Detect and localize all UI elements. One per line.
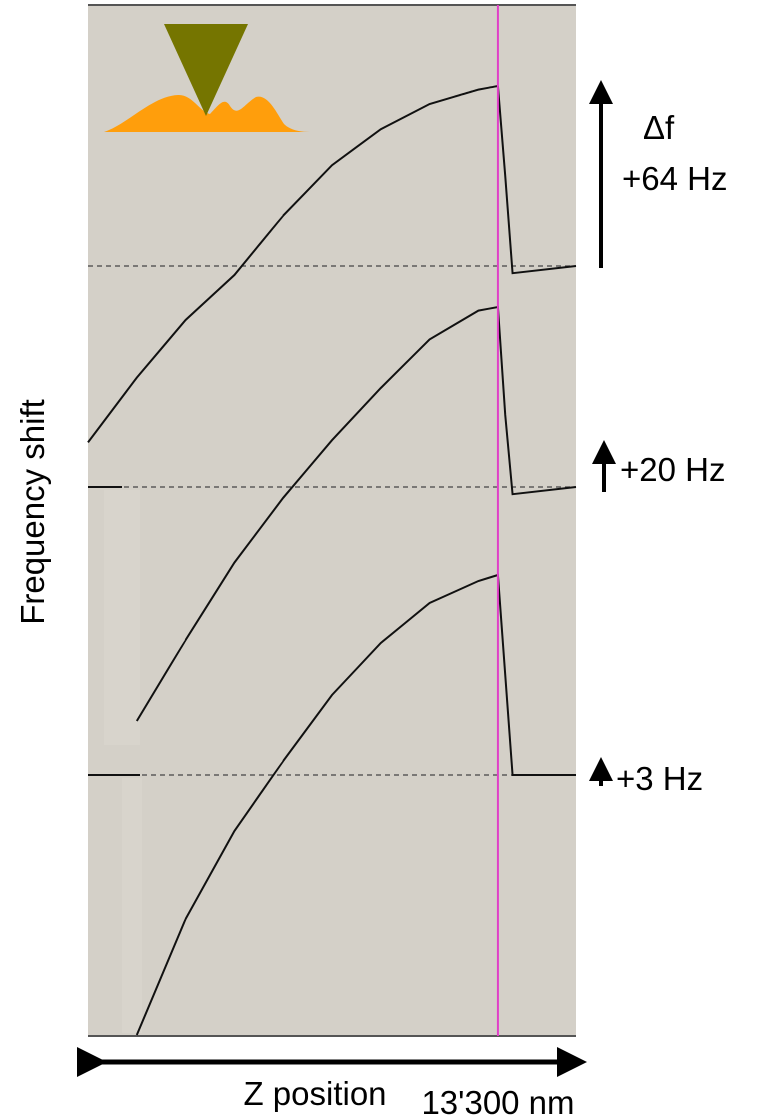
left-strip-low (122, 778, 142, 1033)
series-2-scale-label: +20 Hz (620, 451, 725, 488)
y-axis-label: Frequency shift (14, 399, 51, 625)
baselines (88, 265, 576, 776)
plot-area (88, 5, 576, 1037)
series-3-curve (135, 573, 576, 1036)
series-3-scale-label: +3 Hz (616, 760, 703, 797)
left-strip-mid (104, 490, 140, 745)
series-1-scale-label: +64 Hz (622, 160, 727, 197)
afm-tip-over-surface-icon (104, 24, 310, 132)
delta-f-label: Δf (643, 109, 675, 146)
series-2-curve (135, 305, 577, 722)
series-1-curve (87, 84, 577, 444)
x-axis-label: Z position (243, 1075, 386, 1112)
curves (87, 84, 577, 1036)
x-axis-end-label: 13'300 nm (421, 1084, 574, 1119)
